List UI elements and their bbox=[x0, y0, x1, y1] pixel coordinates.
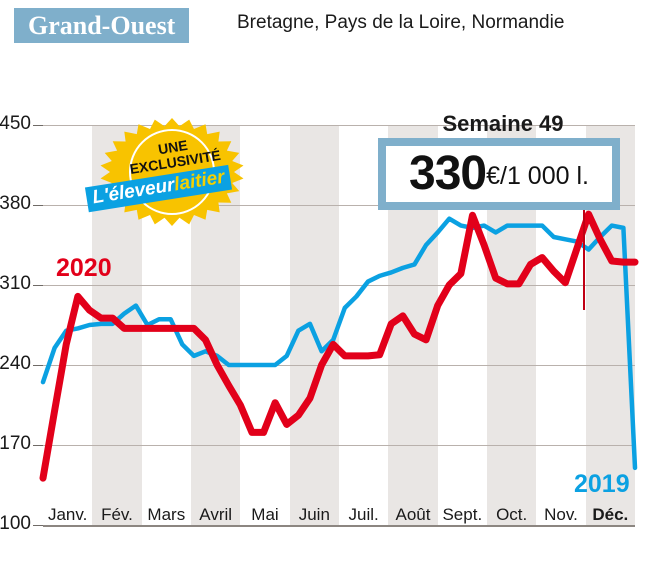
x-axis-line bbox=[43, 525, 635, 527]
y-tick-mark bbox=[33, 445, 43, 446]
y-tick-label: 450 bbox=[0, 113, 31, 134]
y-tick-mark bbox=[33, 205, 43, 206]
x-tick-label: Avril bbox=[199, 505, 233, 524]
x-tick-label: Janv. bbox=[47, 505, 88, 524]
y-tick-label: 310 bbox=[0, 273, 31, 294]
x-tick-label: Fév. bbox=[101, 505, 133, 524]
y-tick-label: 380 bbox=[0, 193, 31, 214]
callout-pointer-line bbox=[583, 210, 585, 310]
region-subtitle: Bretagne, Pays de la Loire, Normandie bbox=[237, 12, 565, 33]
grid-line bbox=[43, 365, 635, 366]
y-tick-mark bbox=[33, 285, 43, 286]
y-tick-label: 100 bbox=[0, 513, 31, 534]
month-band bbox=[289, 125, 339, 525]
exclusivity-seal: UNE EXCLUSIVITÉ L'éleveurlaitier bbox=[84, 116, 246, 228]
x-tick-label: Juil. bbox=[348, 505, 379, 524]
callout-box: 330 €/1 000 l. bbox=[378, 138, 620, 210]
price-chart: 100 170 240 310 380 450 Janv. Fév. Mars Avril Mai… bbox=[0, 50, 645, 562]
series-line-2020 bbox=[39, 210, 639, 482]
grid-line bbox=[43, 125, 635, 126]
callout-unit: €/1 000 l. bbox=[486, 161, 589, 190]
callout-inner: 330 €/1 000 l. bbox=[386, 146, 612, 202]
series-line-2019 bbox=[40, 216, 638, 471]
y-tick-mark bbox=[33, 525, 43, 526]
series-label-2019: 2019 bbox=[574, 470, 630, 498]
y-tick-label: 240 bbox=[0, 353, 31, 374]
callout-title: Semaine 49 bbox=[442, 111, 564, 136]
grid-line bbox=[43, 445, 635, 446]
plot-area bbox=[39, 210, 639, 482]
y-tick-label: 170 bbox=[0, 433, 31, 454]
x-tick-label: Sept. bbox=[442, 505, 483, 524]
y-tick-mark bbox=[33, 365, 43, 366]
grid-line bbox=[43, 285, 635, 286]
series-label-2020: 2020 bbox=[56, 254, 112, 282]
x-tick-label: Mars bbox=[147, 505, 186, 524]
x-tick-label: Mai bbox=[251, 505, 279, 524]
x-tick-label: Déc. bbox=[592, 505, 629, 524]
callout-value: 330 bbox=[409, 147, 487, 200]
x-tick-label: Août bbox=[395, 505, 431, 524]
grid-line bbox=[43, 205, 635, 206]
y-tick-mark bbox=[33, 125, 43, 126]
region-title-badge: Grand-Ouest bbox=[14, 8, 190, 43]
x-tick-label: Oct. bbox=[496, 505, 528, 524]
page-header: Grand-Ouest Bretagne, Pays de la Loire, … bbox=[0, 0, 645, 50]
x-tick-label: Nov. bbox=[544, 505, 578, 524]
x-tick-label: Juin bbox=[298, 505, 330, 524]
